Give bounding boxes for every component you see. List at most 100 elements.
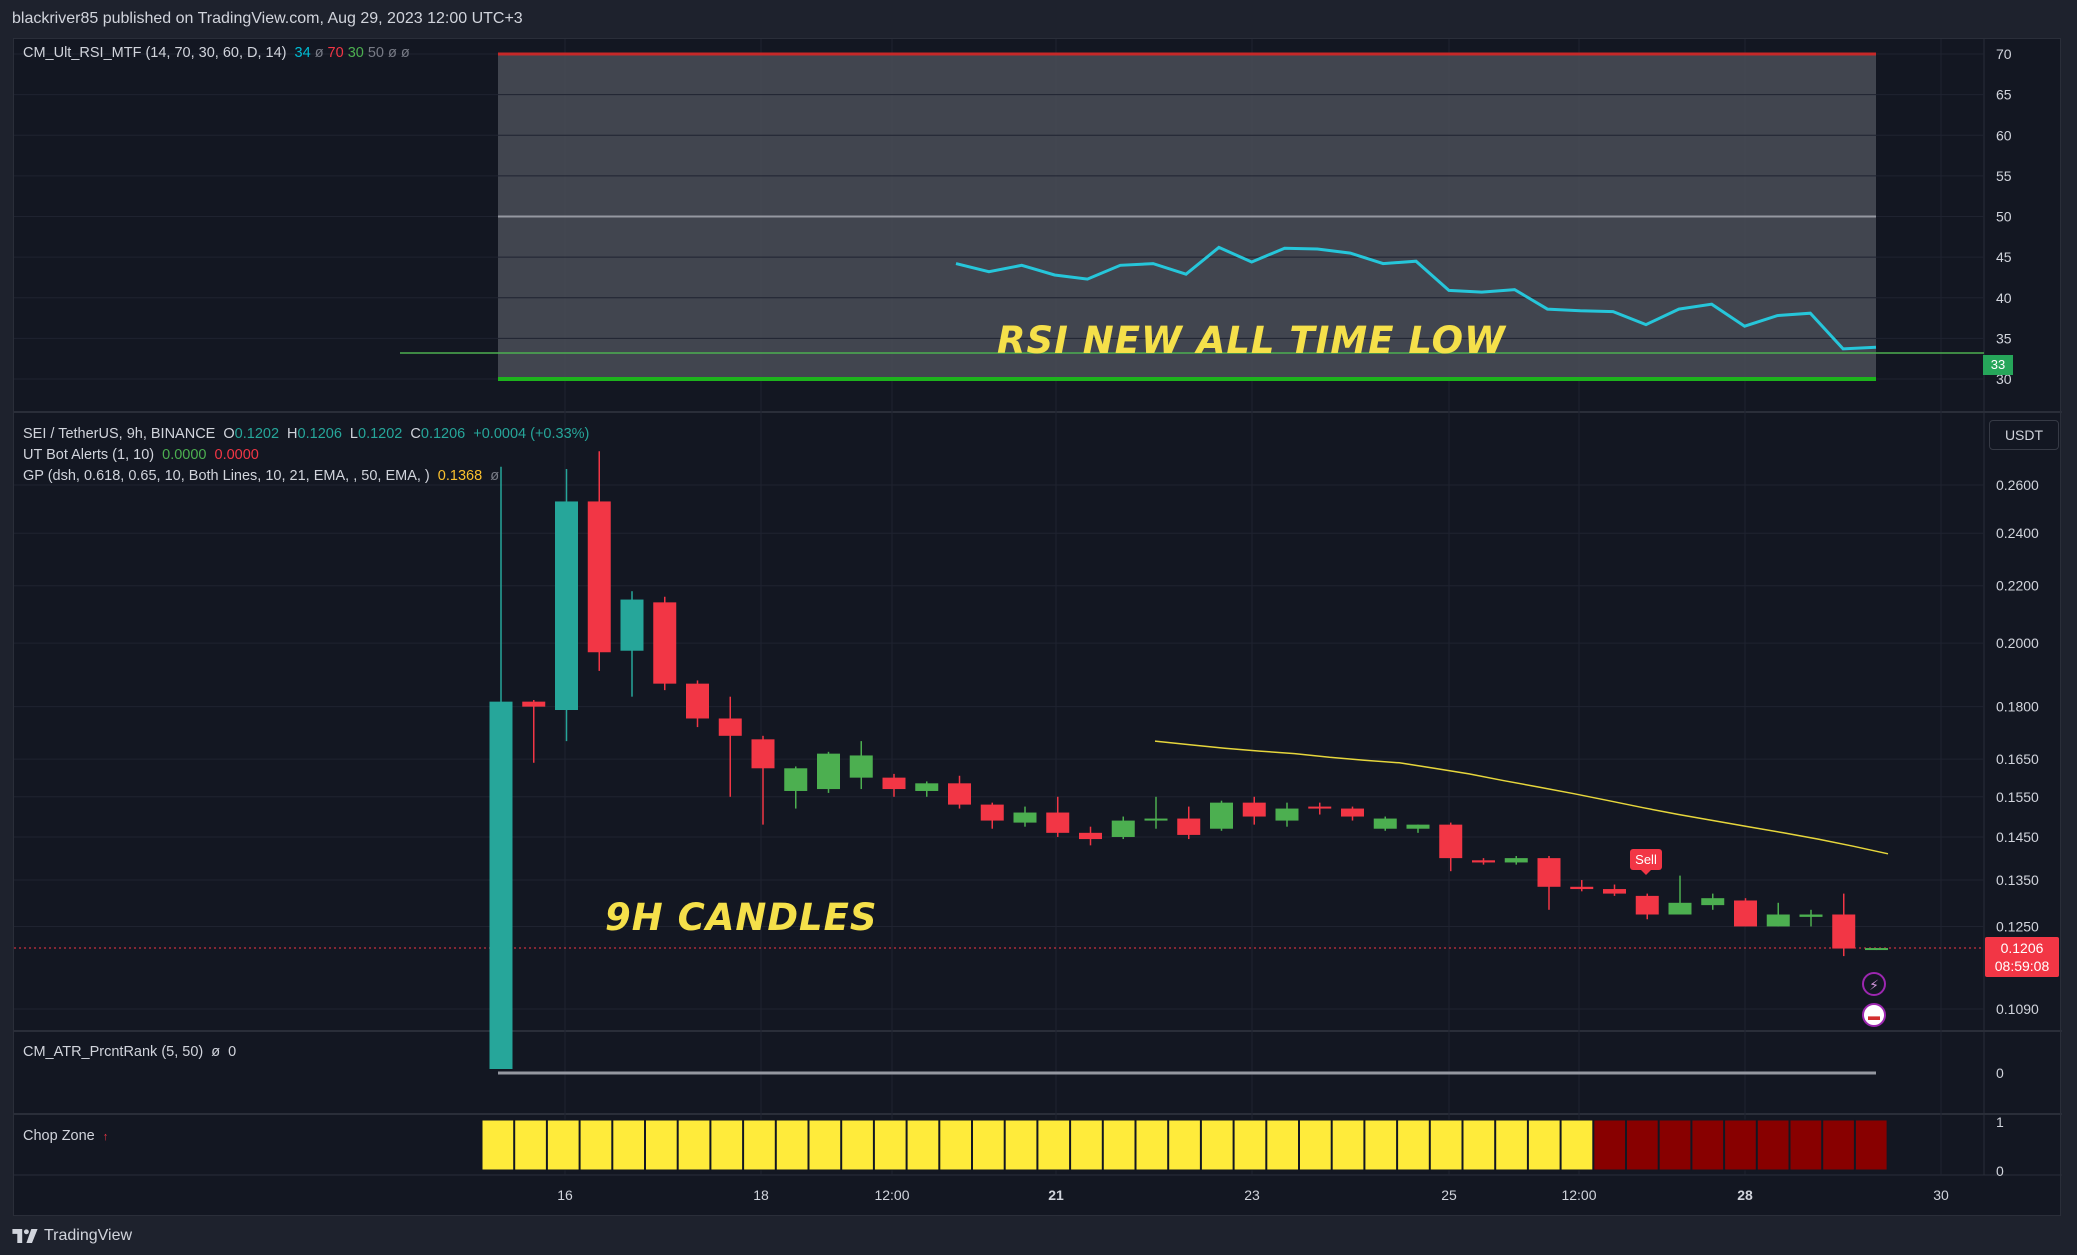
candle-body [1570, 886, 1594, 890]
chop-zone-bar [1168, 1119, 1201, 1171]
ut-bot-legend[interactable]: UT Bot Alerts (1, 10) 0.0000 0.0000 [23, 447, 263, 463]
price-axis-label: 0.2600 [1996, 477, 2039, 493]
tradingview-logo-icon [12, 1228, 38, 1243]
currency-selector[interactable]: USDT [1989, 420, 2059, 450]
ohlc-close-label: C [410, 426, 421, 442]
chop-zone-bar [579, 1119, 613, 1171]
price-axis-label: 0.1090 [1996, 1001, 2039, 1017]
chop-zone-bar [1789, 1119, 1823, 1171]
chop-zone-bar [1495, 1119, 1528, 1171]
rsi-legend-value: ø [400, 45, 410, 61]
chop-zone-bar [1822, 1119, 1855, 1171]
ohlc-high-label: H [287, 426, 298, 442]
footer-brand: TradingView [44, 1226, 133, 1244]
chop-zone-bar [1331, 1119, 1365, 1171]
candle-body [1472, 860, 1495, 863]
gp-extra: ø [490, 468, 500, 484]
atr-value-1: ø [211, 1044, 221, 1060]
candle-body [1832, 914, 1856, 949]
chop-zone-bar [1037, 1119, 1071, 1171]
candle-body [1144, 818, 1168, 821]
candle-body [849, 755, 873, 778]
atr-value-2: 0 [228, 1044, 237, 1060]
rsi-legend-value: ø [387, 45, 397, 61]
candle-body [1308, 806, 1332, 809]
chop-zone-bar [1560, 1119, 1594, 1171]
candle-body [1799, 914, 1823, 917]
chop-zone-bar [677, 1119, 711, 1171]
candle-body [817, 753, 840, 790]
sell-signal-badge[interactable]: Sell [1630, 849, 1662, 875]
candle-body [1766, 914, 1790, 927]
gp-legend[interactable]: GP (dsh, 0.618, 0.65, 10, Both Lines, 10… [23, 468, 503, 484]
rsi-axis-label: 55 [1996, 168, 2012, 184]
chart-canvas[interactable]: 16 18 12:00 21 23 25 12:00 28 307065605550454035… [14, 39, 2062, 1217]
candle-body [587, 501, 611, 653]
symbol-legend[interactable]: SEI / TetherUS, 9h, BINANCE O0.1202 H0.1… [23, 426, 593, 442]
candle-body [1046, 812, 1070, 833]
ohlc-low: 0.1202 [358, 426, 403, 442]
chop-zone-bar [1004, 1119, 1038, 1171]
ema-line [1154, 740, 1889, 855]
candle-body [751, 739, 775, 769]
chop-title: Chop Zone [23, 1128, 95, 1144]
candle-body [1373, 818, 1397, 829]
chop-zone-bar [1364, 1119, 1398, 1171]
atr-legend[interactable]: CM_ATR_PrcntRank (5, 50) ø 0 [23, 1044, 240, 1060]
rsi-current-label: 33 [1983, 355, 2013, 375]
chop-zone-bar [1429, 1119, 1463, 1171]
chop-zone-bar [972, 1119, 1005, 1171]
chop-zone-bar [808, 1119, 842, 1171]
price-axis-label: 0.1550 [1996, 789, 2039, 805]
candle-body [1111, 820, 1135, 837]
last-price: 0.1206 [2000, 940, 2044, 956]
ohlc-change: +0.0004 (+0.33%) [473, 426, 590, 442]
rsi-legend[interactable]: CM_Ult_RSI_MTF (14, 70, 30, 60, D, 14) 3… [23, 45, 418, 61]
rsi-annotation: RSI NEW ALL TIME LOW [997, 319, 1506, 362]
rsi-axis-label: 60 [1996, 127, 2012, 143]
ohlc-low-label: L [349, 426, 358, 442]
rsi-axis-label: 30 [1996, 371, 2012, 387]
chop-zone-bar [612, 1119, 645, 1171]
chop-zone-bar [743, 1119, 776, 1171]
time-axis-label: 16 [557, 1187, 573, 1203]
gp-value: 0.1368 [437, 468, 483, 484]
candle-body [1210, 802, 1233, 829]
chop-zone-bar [939, 1119, 972, 1171]
rsi-axis-label: 45 [1996, 249, 2012, 265]
chop-zone-bar [1593, 1119, 1627, 1171]
candle-body [915, 783, 939, 791]
candle-body [1504, 858, 1528, 863]
chop-zone-bar [1200, 1119, 1234, 1171]
chop-zone-bar [1854, 1119, 1888, 1171]
chop-legend[interactable]: Chop Zone ↑ [23, 1128, 112, 1144]
candle-body [1603, 889, 1626, 894]
candle-body [1734, 900, 1757, 927]
rsi-axis-label: 65 [1996, 87, 2012, 103]
time-axis-label: 30 [1933, 1187, 1949, 1203]
chop-zone-bar [1102, 1119, 1136, 1171]
candle-body [1079, 832, 1102, 840]
rsi-legend-value: 34 [294, 45, 311, 61]
chop-zone-bar [1299, 1119, 1332, 1171]
candle-body [1341, 808, 1364, 817]
candle-body [1537, 858, 1561, 887]
atr-title: CM_ATR_PrcntRank (5, 50) [23, 1044, 204, 1060]
publish-info: blackriver85 published on TradingView.co… [12, 10, 523, 27]
us-flag-icon[interactable]: ▬ [1862, 1003, 1886, 1027]
chop-zone-bar [1527, 1119, 1561, 1171]
chop-zone-bar [1135, 1119, 1169, 1171]
chop-zone-bar [1233, 1119, 1267, 1171]
ut-bot-value-sell: 0.0000 [214, 447, 259, 463]
lightning-icon[interactable]: ⚡ [1862, 972, 1886, 996]
footer: TradingView [0, 1216, 2077, 1255]
last-price-tag: 0.1206 08:59:08 [1985, 937, 2059, 977]
atr-axis-label: 0 [1996, 1065, 2004, 1081]
time-axis-label: 12:00 [874, 1187, 909, 1203]
price-axis-label: 0.1650 [1996, 751, 2039, 767]
candle-body [1439, 824, 1463, 859]
price-axis-label: 0.2400 [1996, 525, 2039, 541]
chart-frame[interactable]: 16 18 12:00 21 23 25 12:00 28 30 70 65 60 55 50 45 40 35… [13, 38, 2062, 1217]
chop-marker: ↑ [102, 1131, 109, 1143]
ohlc-high: 0.1206 [297, 426, 342, 442]
